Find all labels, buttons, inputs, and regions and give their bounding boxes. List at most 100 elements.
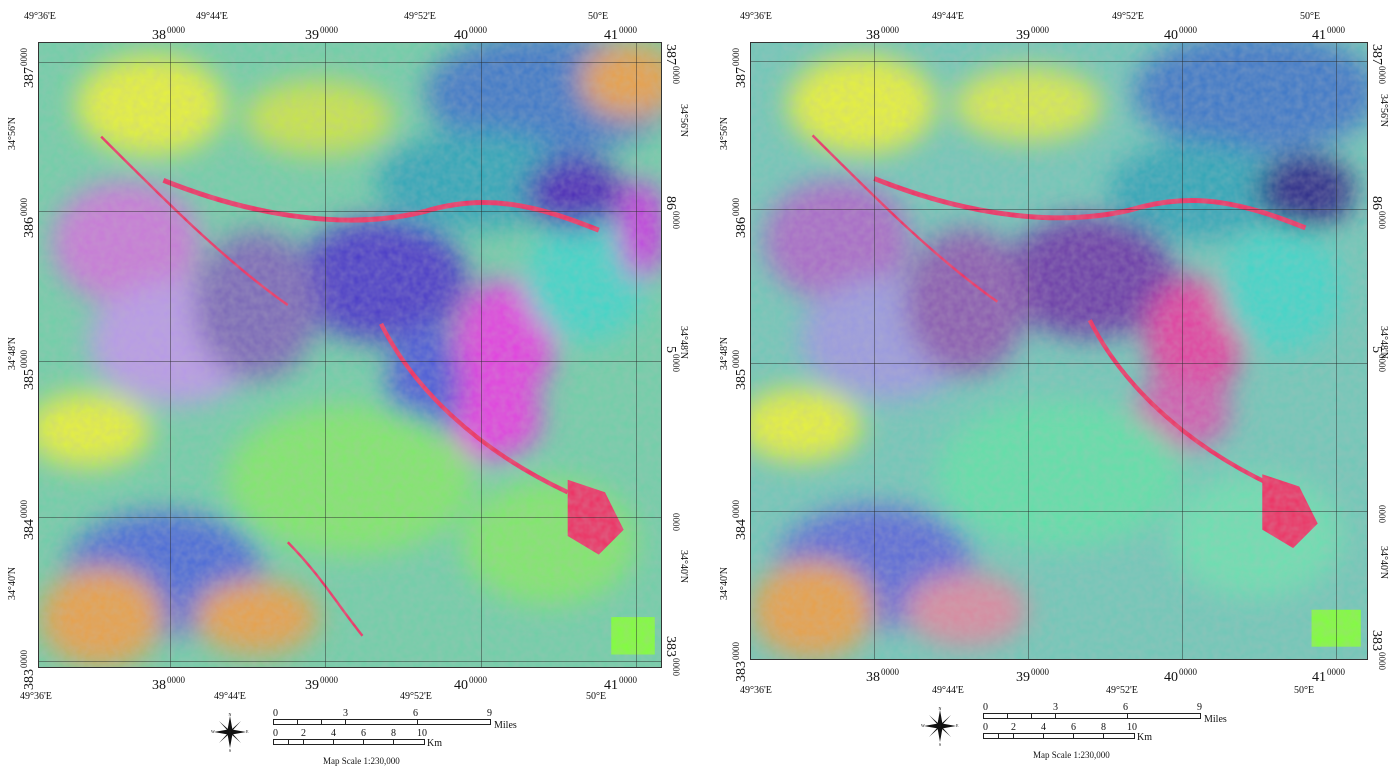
utm-easting-label: 400000	[1164, 667, 1197, 685]
scale-tick-label: 4	[331, 728, 336, 739]
grid-line	[1336, 43, 1338, 659]
grid-line	[751, 61, 1367, 63]
scale-tick-label: 9	[1197, 702, 1202, 713]
scale-tick-label: 0	[273, 728, 278, 739]
grid-line	[39, 517, 661, 519]
scale-bar: 0 3 6 9 Miles 0 2 4 6 8 10	[273, 708, 517, 749]
utm-northing-label: 3840000	[19, 500, 37, 540]
utm-northing-label: 3860000	[19, 198, 37, 238]
utm-northing-label: 0000	[1377, 505, 1387, 523]
lat-label: 34°48'N	[7, 336, 18, 370]
utm-easting-label: 390000	[305, 675, 338, 693]
compass-n-label: N	[229, 712, 232, 717]
utm-northing-label: 860000	[663, 196, 681, 229]
utm-northing-label: 0000	[671, 513, 681, 531]
grid-line	[751, 511, 1367, 513]
utm-northing-label: 3830000	[663, 636, 681, 676]
utm-northing-label: 3870000	[19, 48, 37, 88]
scale-tick-label: 6	[361, 728, 366, 739]
compass-s-label: S	[939, 742, 941, 746]
utm-northing-label: 3850000	[19, 350, 37, 390]
utm-northing-label: 3870000	[731, 48, 749, 88]
lon-label: 50°E	[586, 691, 607, 702]
miles-scale-bar	[273, 719, 491, 725]
map-legend: N S W E 0 3 6 9 Miles 0 2 4 6 8 10	[915, 700, 1227, 766]
lon-label: 49°52'E	[1112, 11, 1144, 22]
grid-line	[39, 61, 661, 63]
utm-easting-label: 410000	[604, 675, 637, 693]
lat-label: 34°56'N	[678, 104, 689, 138]
km-scale-bar	[983, 733, 1135, 739]
map-scale-label: Map Scale 1:230,000	[323, 756, 400, 766]
grid-line	[1182, 43, 1184, 659]
left-map-panel: 49°36'E 49°44'E 49°52'E 50°E 380000 3900…	[0, 0, 690, 770]
scale-tick-label: 4	[1041, 722, 1046, 733]
left-false-color-composite	[39, 43, 661, 667]
utm-easting-label: 390000	[1016, 25, 1049, 43]
scale-tick-label: 2	[1011, 722, 1016, 733]
compass-s-label: S	[229, 748, 231, 752]
scale-tick-label: 9	[487, 708, 492, 719]
scale-tick-label: 3	[343, 708, 348, 719]
utm-easting-label: 410000	[604, 25, 637, 43]
lon-label: 49°36'E	[740, 685, 772, 696]
grid-line	[874, 43, 876, 659]
compass-w-label: W	[921, 723, 925, 728]
utm-easting-label: 410000	[1312, 667, 1345, 685]
lat-label: 34°56'N	[7, 116, 18, 150]
utm-northing-label: 3870000	[663, 44, 681, 84]
lon-label: 49°52'E	[400, 691, 432, 702]
lon-label: 49°44'E	[214, 691, 246, 702]
lon-label: 49°52'E	[404, 11, 436, 22]
utm-northing-label: 3850000	[731, 350, 749, 390]
utm-northing-label: 3830000	[731, 642, 749, 682]
lon-label: 49°36'E	[740, 11, 772, 22]
lat-label: 34°40'N	[678, 550, 689, 584]
scale-tick-label: 8	[391, 728, 396, 739]
lat-label: 34°48'N	[678, 326, 689, 360]
compass-e-label: E	[246, 729, 249, 734]
miles-scale-bar	[983, 713, 1201, 719]
grid-line	[751, 209, 1367, 211]
grid-line	[39, 211, 661, 213]
utm-easting-label: 380000	[152, 675, 185, 693]
km-scale-bar	[273, 739, 425, 745]
lat-label: 34°48'N	[1378, 326, 1389, 360]
lat-label: 34°40'N	[1378, 546, 1389, 580]
lon-label: 49°36'E	[24, 11, 56, 22]
km-unit-label: Km	[1137, 732, 1152, 743]
utm-northing-label: 3840000	[731, 500, 749, 540]
utm-easting-label: 400000	[454, 25, 487, 43]
lon-label: 49°44'E	[932, 685, 964, 696]
miles-unit-label: Miles	[1204, 714, 1227, 725]
map-scale-label: Map Scale 1:230,000	[1033, 750, 1110, 760]
grid-line	[169, 43, 171, 667]
scale-tick-label: 6	[413, 708, 418, 719]
lat-label: 34°40'N	[7, 566, 18, 600]
utm-northing-label: 3860000	[731, 198, 749, 238]
scale-tick-label: 8	[1101, 722, 1106, 733]
lon-label: 49°52'E	[1106, 685, 1138, 696]
scale-tick-label: 0	[273, 708, 278, 719]
lon-label: 49°44'E	[196, 11, 228, 22]
grid-line	[1028, 43, 1030, 659]
utm-easting-label: 400000	[1164, 25, 1197, 43]
lat-label: 34°48'N	[719, 336, 730, 370]
compass-w-label: W	[211, 729, 215, 734]
utm-easting-label: 380000	[152, 25, 185, 43]
grid-line	[325, 43, 327, 667]
right-map-panel: 49°36'E 49°44'E 49°52'E 50°E 380000 3900…	[700, 0, 1390, 770]
scale-tick-label: 6	[1123, 702, 1128, 713]
scale-tick-label: 3	[1053, 702, 1058, 713]
utm-easting-label: 390000	[305, 25, 338, 43]
north-arrow-compass-icon: N S W E	[211, 712, 249, 752]
lat-label: 34°56'N	[1378, 94, 1389, 128]
utm-easting-label: 390000	[1016, 667, 1049, 685]
lon-label: 49°36'E	[20, 691, 52, 702]
utm-northing-label: 860000	[1369, 196, 1387, 229]
km-unit-label: Km	[427, 738, 442, 749]
compass-e-label: E	[956, 723, 959, 728]
utm-northing-label: 3870000	[1369, 44, 1387, 84]
utm-easting-label: 410000	[1312, 25, 1345, 43]
miles-unit-label: Miles	[494, 720, 517, 731]
